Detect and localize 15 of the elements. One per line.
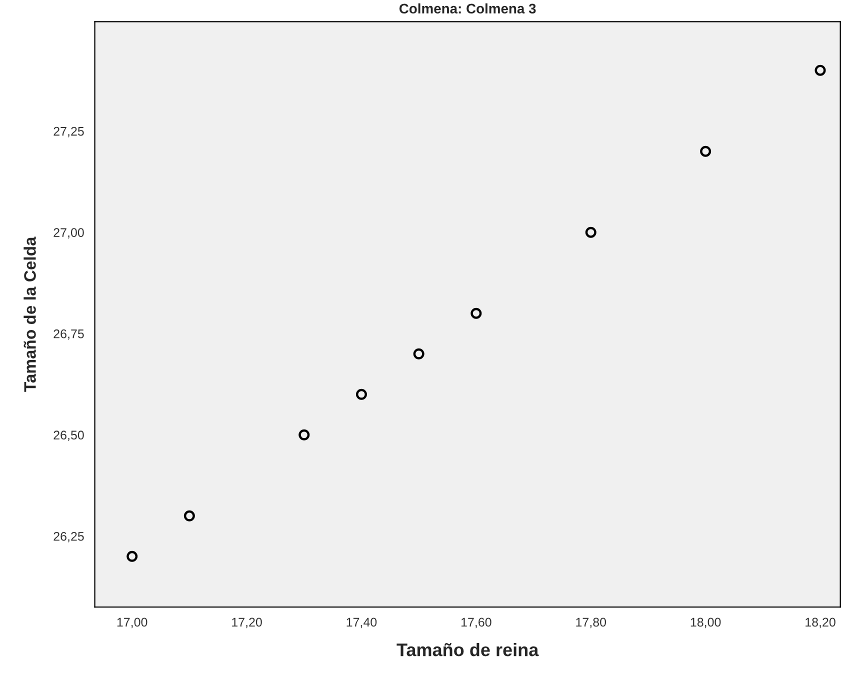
x-tick-label: 18,00 <box>690 618 721 628</box>
y-tick-label: 27,00 <box>54 228 84 238</box>
y-axis-title: Tamaño de la Celda <box>24 236 36 392</box>
y-tick-label: 26,75 <box>54 329 84 340</box>
x-tick-label: 17,20 <box>232 618 262 628</box>
chart-title: Colmena: Colmena 3 <box>399 3 536 14</box>
x-tick-label: 17,80 <box>576 618 606 628</box>
x-tick-label: 17,00 <box>117 618 148 628</box>
y-tick-label: 26,25 <box>54 532 84 542</box>
x-tick-label: 17,60 <box>461 618 492 628</box>
y-tick-label: 27,25 <box>54 126 84 138</box>
x-axis-title: Tamaño de reina <box>396 642 539 656</box>
y-tick-label: 26,50 <box>54 430 84 442</box>
x-tick-label: 17,40 <box>346 618 377 628</box>
x-tick-label: 18,20 <box>806 618 836 628</box>
